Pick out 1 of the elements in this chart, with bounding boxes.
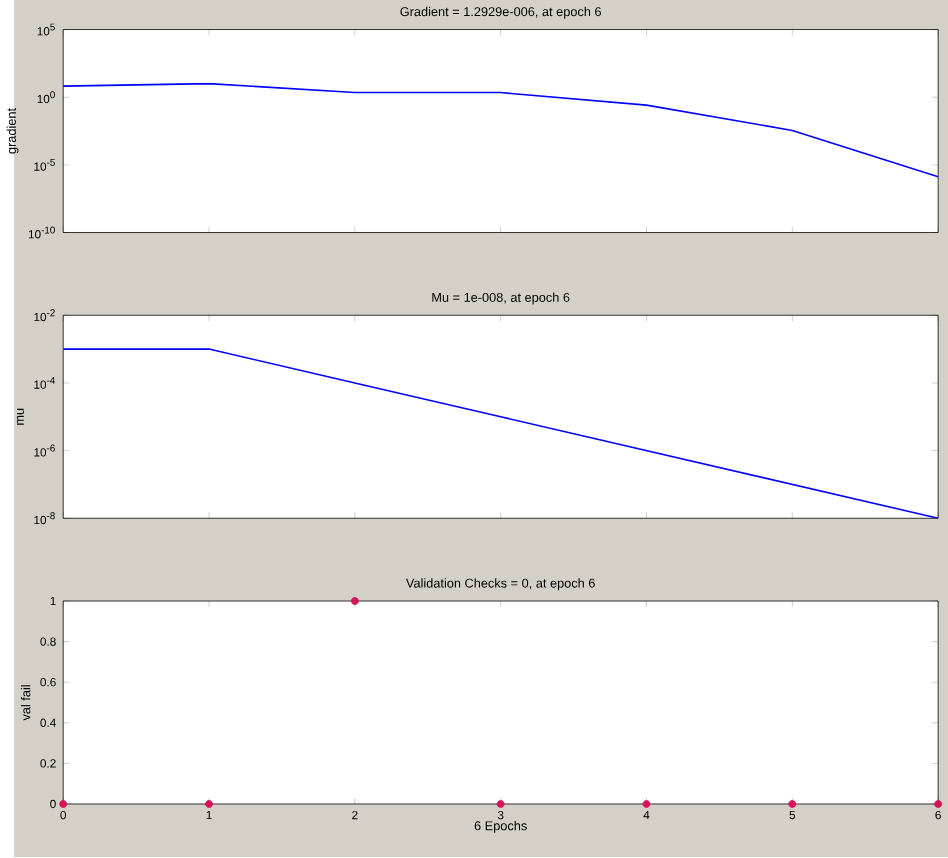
- line-series: [63, 83, 939, 179]
